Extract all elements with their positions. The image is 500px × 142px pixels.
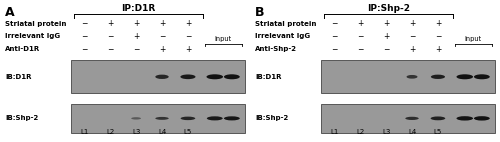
Text: L3: L3: [382, 129, 390, 135]
Text: L2: L2: [106, 129, 114, 135]
Text: −: −: [357, 32, 364, 41]
Text: −: −: [81, 19, 87, 28]
Text: Input: Input: [465, 36, 482, 42]
Text: −: −: [159, 32, 165, 41]
Ellipse shape: [156, 75, 168, 79]
Bar: [71, 104, 246, 133]
Text: −: −: [81, 45, 87, 54]
Text: L5: L5: [434, 129, 442, 135]
Text: −: −: [383, 45, 390, 54]
Text: +: +: [185, 45, 191, 54]
Ellipse shape: [224, 74, 240, 79]
Bar: [71, 60, 246, 93]
Text: L1: L1: [80, 129, 88, 135]
Text: Striatal protein: Striatal protein: [5, 21, 66, 27]
Bar: [321, 104, 496, 133]
Ellipse shape: [474, 74, 490, 79]
Text: L2: L2: [356, 129, 364, 135]
Text: Input: Input: [215, 36, 232, 42]
Text: −: −: [331, 19, 338, 28]
Text: +: +: [435, 19, 441, 28]
Ellipse shape: [406, 75, 418, 79]
Text: +: +: [133, 19, 140, 28]
Text: −: −: [81, 32, 87, 41]
Text: −: −: [435, 32, 441, 41]
Ellipse shape: [180, 74, 196, 79]
Text: L5: L5: [184, 129, 192, 135]
Ellipse shape: [207, 116, 222, 120]
Text: +: +: [409, 19, 415, 28]
Ellipse shape: [406, 117, 418, 120]
Ellipse shape: [431, 75, 445, 79]
Text: Anti-D1R: Anti-D1R: [5, 46, 40, 52]
Text: IB:D1R: IB:D1R: [5, 74, 32, 80]
Text: +: +: [357, 19, 364, 28]
Text: Irrelevant IgG: Irrelevant IgG: [255, 33, 310, 39]
Text: +: +: [159, 19, 165, 28]
Text: −: −: [331, 45, 338, 54]
Text: −: −: [107, 45, 114, 54]
Text: −: −: [357, 45, 364, 54]
Text: −: −: [409, 32, 415, 41]
Ellipse shape: [224, 116, 240, 120]
Text: Irrelevant IgG: Irrelevant IgG: [5, 33, 60, 39]
Ellipse shape: [456, 116, 473, 121]
Text: B: B: [255, 6, 264, 19]
Text: +: +: [383, 19, 390, 28]
Ellipse shape: [474, 116, 490, 121]
Bar: [321, 60, 496, 93]
Text: +: +: [185, 19, 191, 28]
Ellipse shape: [156, 117, 168, 120]
Ellipse shape: [206, 74, 223, 79]
Text: +: +: [383, 32, 390, 41]
Ellipse shape: [430, 116, 446, 120]
Text: A: A: [5, 6, 15, 19]
Text: IP:D1R: IP:D1R: [122, 4, 156, 13]
Text: +: +: [409, 45, 415, 54]
Text: IB:Shp-2: IB:Shp-2: [255, 115, 288, 121]
Text: Anti-Shp-2: Anti-Shp-2: [255, 46, 297, 52]
Text: L4: L4: [408, 129, 416, 135]
Text: L4: L4: [158, 129, 166, 135]
Text: −: −: [331, 32, 338, 41]
Text: L1: L1: [330, 129, 338, 135]
Text: +: +: [159, 45, 165, 54]
Text: IP:Shp-2: IP:Shp-2: [367, 4, 410, 13]
Text: Striatal protein: Striatal protein: [255, 21, 316, 27]
Text: IB:D1R: IB:D1R: [255, 74, 281, 80]
Text: −: −: [107, 32, 114, 41]
Text: +: +: [435, 45, 441, 54]
Text: L3: L3: [132, 129, 140, 135]
Text: IB:Shp-2: IB:Shp-2: [5, 115, 38, 121]
Ellipse shape: [180, 117, 196, 120]
Text: −: −: [185, 32, 191, 41]
Text: +: +: [107, 19, 114, 28]
Ellipse shape: [456, 74, 473, 79]
Ellipse shape: [131, 117, 141, 120]
Text: −: −: [133, 45, 140, 54]
Text: +: +: [133, 32, 140, 41]
